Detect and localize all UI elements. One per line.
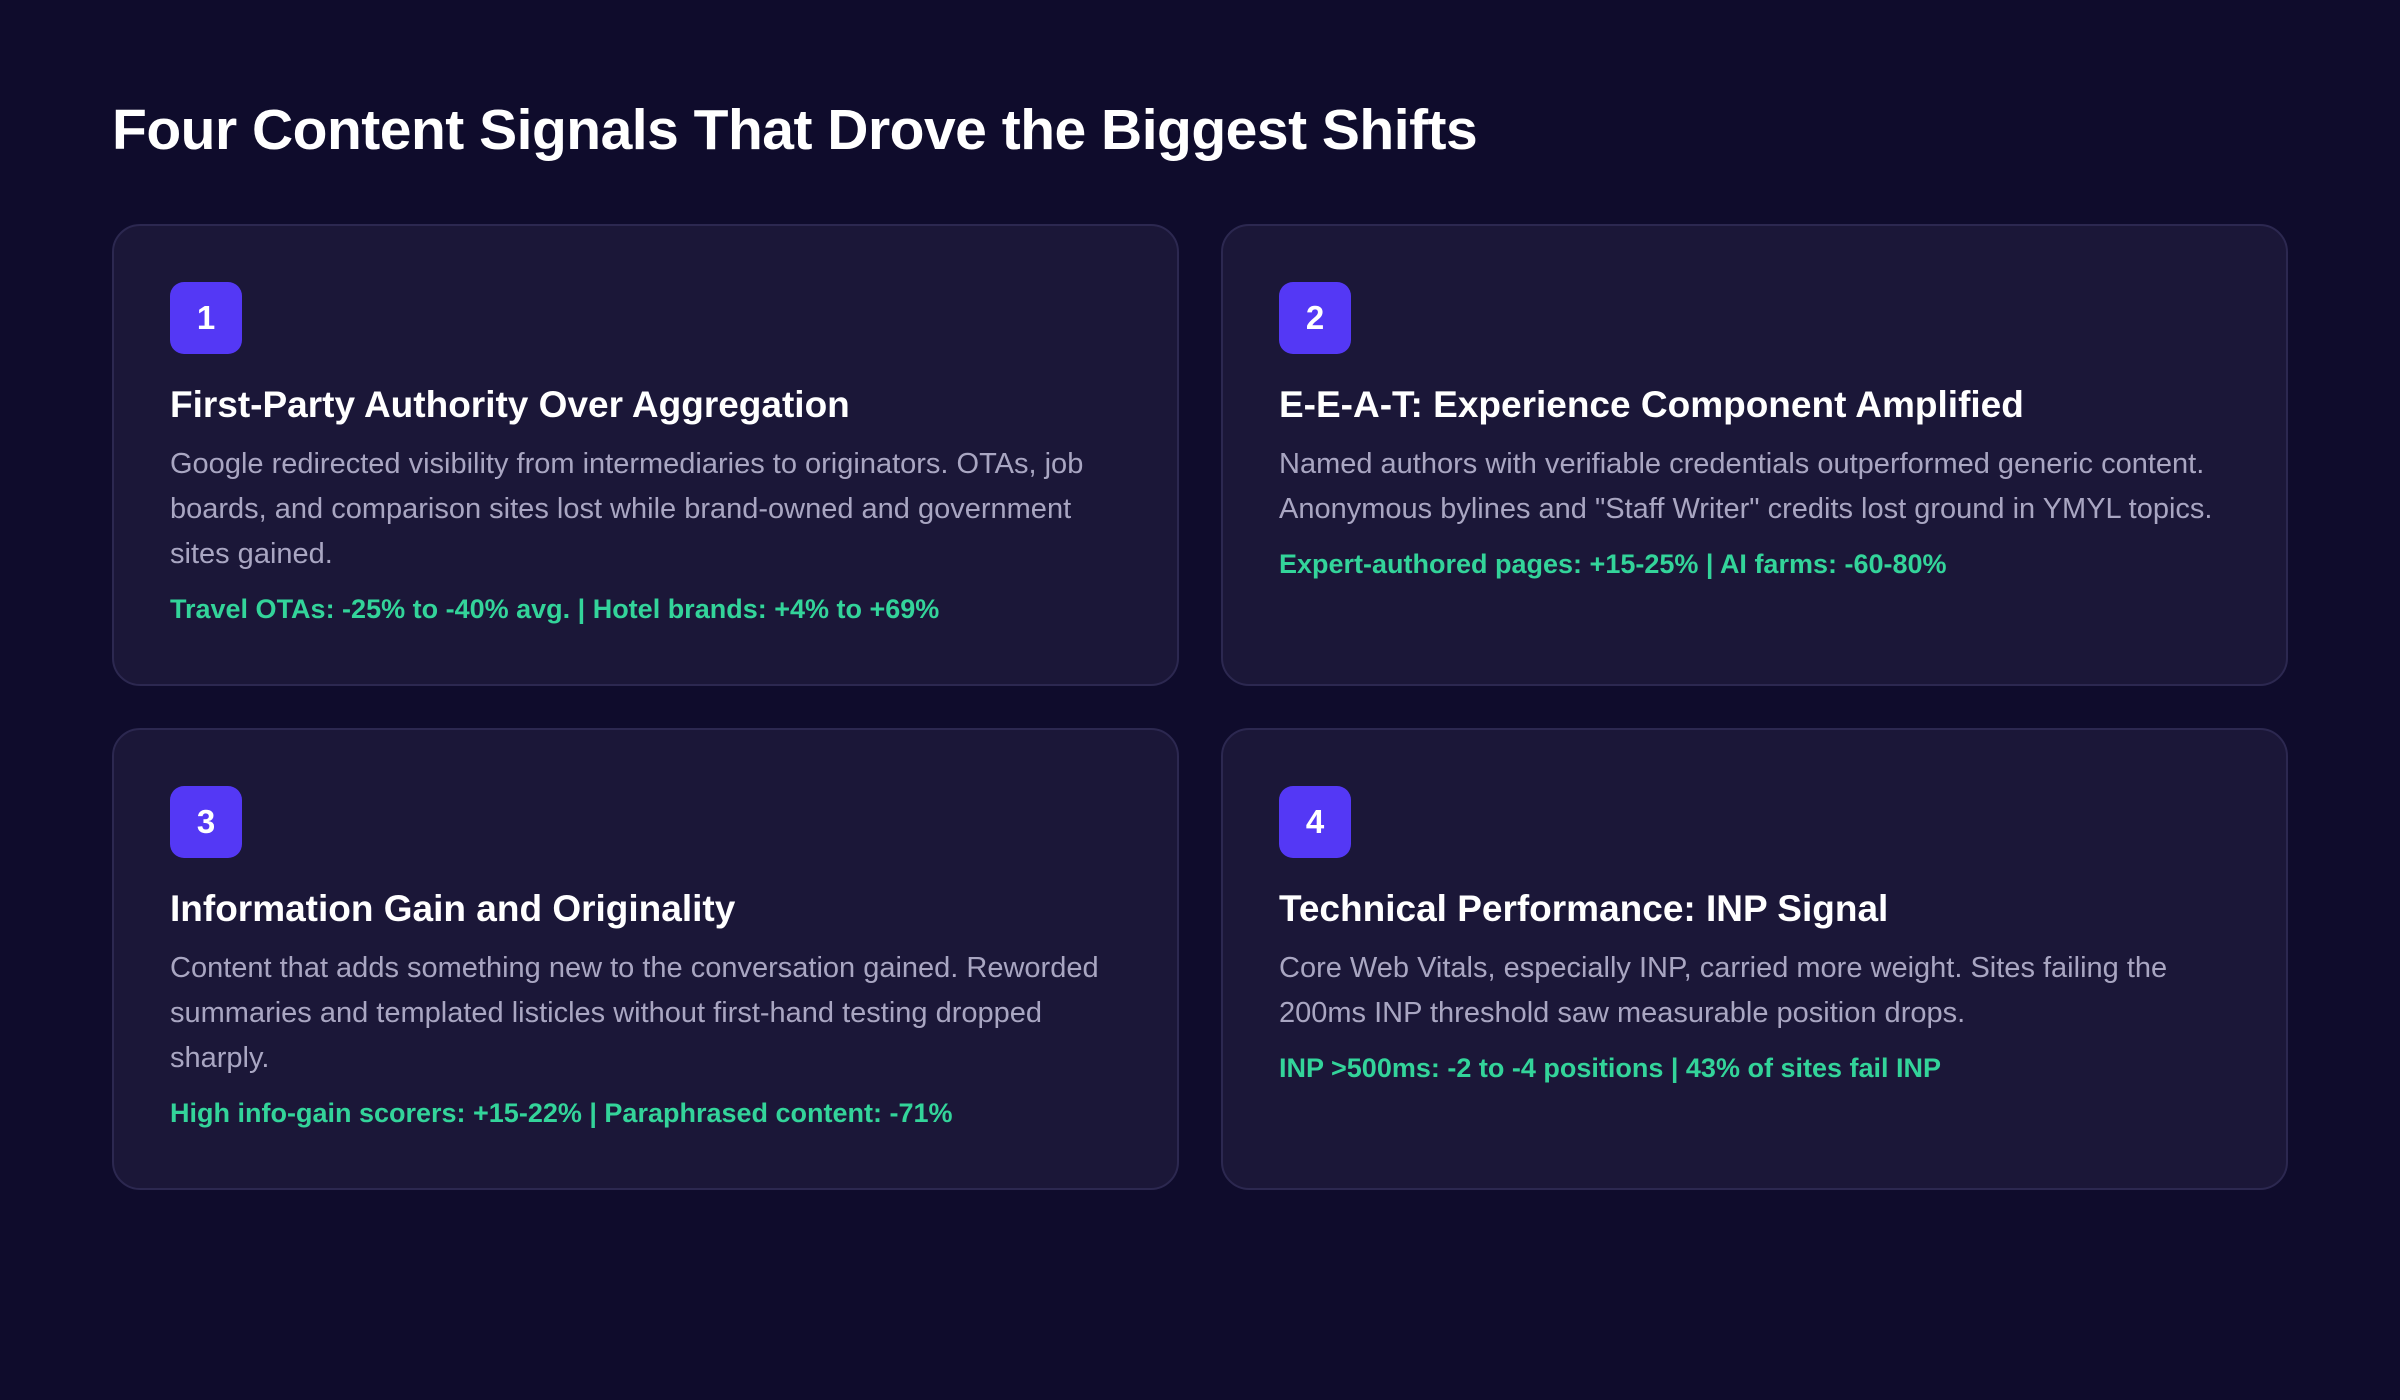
page-title: Four Content Signals That Drove the Bigg…	[112, 98, 1478, 162]
signal-card-2: 2 E-E-A-T: Experience Component Amplifie…	[1221, 224, 2288, 686]
card-description: Named authors with verifiable credential…	[1279, 448, 2213, 525]
signal-card-4: 4 Technical Performance: INP Signal Core…	[1221, 728, 2288, 1190]
card-description: Google redirected visibility from interm…	[170, 448, 1084, 570]
card-stat: Travel OTAs: -25% to -40% avg. | Hotel b…	[170, 594, 940, 624]
card-stat: Expert-authored pages: +15-25% | AI farm…	[1279, 549, 1947, 579]
number-badge: 3	[170, 786, 242, 858]
number-badge: 4	[1279, 786, 1351, 858]
card-stat: High info-gain scorers: +15-22% | Paraph…	[170, 1098, 953, 1128]
signal-card-3: 3 Information Gain and Originality Conte…	[112, 728, 1179, 1190]
number-badge: 2	[1279, 282, 1351, 354]
card-description: Core Web Vitals, especially INP, carried…	[1279, 952, 2168, 1029]
card-title: Information Gain and Originality	[170, 888, 736, 929]
signal-card-1: 1 First-Party Authority Over Aggregation…	[112, 224, 1179, 686]
card-title: First-Party Authority Over Aggregation	[170, 384, 850, 425]
card-description: Content that adds something new to the c…	[170, 952, 1099, 1074]
card-title: Technical Performance: INP Signal	[1279, 888, 1889, 929]
card-stat: INP >500ms: -2 to -4 positions | 43% of …	[1279, 1053, 1942, 1083]
signal-card-grid: 1 First-Party Authority Over Aggregation…	[112, 224, 2288, 1190]
number-badge: 1	[170, 282, 242, 354]
card-title: E-E-A-T: Experience Component Amplified	[1279, 384, 2024, 425]
